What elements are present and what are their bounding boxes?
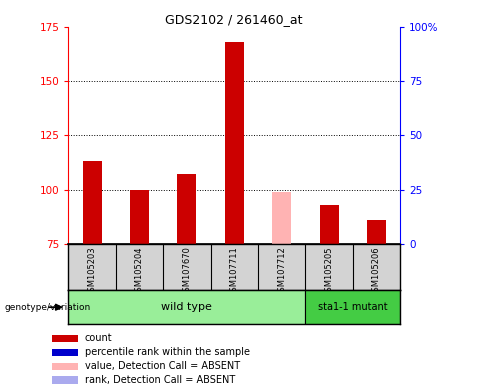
- Bar: [82, 161, 102, 244]
- Bar: [68, 290, 305, 324]
- Text: GSM107712: GSM107712: [277, 246, 286, 297]
- Bar: [305, 290, 400, 324]
- Text: count: count: [85, 333, 112, 343]
- Text: GSM107711: GSM107711: [230, 246, 239, 297]
- Bar: [52, 349, 78, 356]
- Text: GSM105205: GSM105205: [325, 246, 334, 297]
- Text: rank, Detection Call = ABSENT: rank, Detection Call = ABSENT: [85, 375, 235, 384]
- Bar: [52, 362, 78, 370]
- Text: genotype/variation: genotype/variation: [5, 303, 91, 312]
- Text: GSM105203: GSM105203: [87, 246, 97, 297]
- Text: GSM105206: GSM105206: [372, 246, 381, 297]
- Bar: [225, 42, 244, 244]
- Bar: [52, 335, 78, 342]
- Text: percentile rank within the sample: percentile rank within the sample: [85, 347, 250, 357]
- Bar: [52, 376, 78, 384]
- Title: GDS2102 / 261460_at: GDS2102 / 261460_at: [165, 13, 303, 26]
- Text: value, Detection Call = ABSENT: value, Detection Call = ABSENT: [85, 361, 240, 371]
- Text: GSM105204: GSM105204: [135, 246, 144, 297]
- Bar: [177, 174, 196, 244]
- Bar: [272, 192, 291, 244]
- Bar: [320, 205, 339, 244]
- Bar: [130, 190, 149, 244]
- Text: wild type: wild type: [162, 302, 212, 312]
- Text: GSM107670: GSM107670: [183, 246, 191, 297]
- Bar: [367, 220, 386, 244]
- Text: sta1-1 mutant: sta1-1 mutant: [318, 302, 387, 312]
